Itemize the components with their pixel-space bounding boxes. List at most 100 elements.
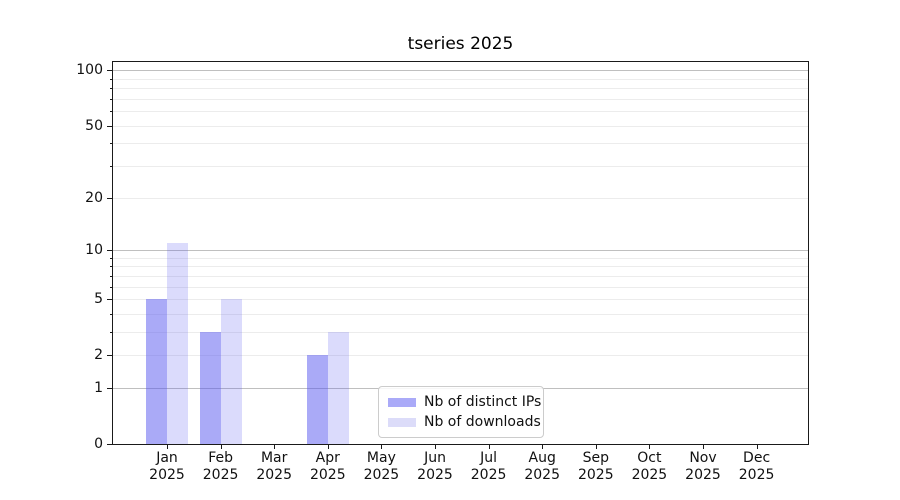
y-tick-mark (107, 70, 113, 72)
x-tick-month: Jun (424, 450, 446, 466)
x-tick-year: 2025 (577, 467, 614, 483)
x-tick-mark (381, 444, 383, 449)
x-tick-month: Sep (582, 450, 609, 466)
x-tick-label-jan: Jan 2025 (137, 450, 197, 484)
x-tick-mark (703, 444, 704, 449)
bar-distinct-ips-apr (306, 355, 328, 444)
x-tick-month: Jul (480, 450, 498, 466)
x-tick-label-apr: Apr 2025 (298, 450, 358, 484)
x-tick-label-sep: Sep 2025 (566, 450, 626, 484)
bar-downloads-feb (220, 298, 242, 444)
x-tick-mark (167, 444, 168, 449)
minor-gridline (113, 98, 808, 100)
x-tick-mark (542, 444, 544, 449)
legend-label-distinct-ips: Nb of distinct IPs (424, 394, 542, 410)
bar-downloads-apr (327, 331, 349, 444)
y-minor-tick-mark (110, 331, 113, 333)
bar-downloads-jan (167, 242, 188, 444)
x-tick-year: 2025 (202, 467, 239, 483)
minor-gridline (113, 111, 808, 113)
x-tick-month: Apr (315, 450, 340, 466)
y-tick-label: 2 (94, 347, 103, 364)
legend-item-downloads: Nb of downloads (388, 414, 541, 430)
y-tick-mark (107, 444, 113, 445)
y-minor-tick-mark (110, 257, 113, 259)
x-tick-month: Oct (637, 450, 662, 466)
x-tick-month: Aug (528, 450, 556, 466)
minor-gridline (113, 197, 808, 199)
legend-label-downloads: Nb of downloads (424, 414, 541, 430)
x-tick-label-jun: Jun 2025 (405, 450, 465, 484)
x-tick-mark (649, 444, 651, 449)
x-tick-mark (274, 444, 276, 449)
minor-gridline (113, 331, 808, 333)
minor-gridline (113, 275, 808, 277)
minor-gridline (113, 166, 808, 167)
bar-distinct-ips-jan (146, 298, 167, 444)
y-tick-label: 5 (94, 290, 103, 307)
y-minor-tick-mark (110, 266, 113, 268)
y-tick-mark (107, 125, 113, 127)
y-minor-tick-mark (110, 78, 113, 80)
y-minor-tick-mark (110, 98, 113, 100)
minor-gridline (113, 78, 808, 80)
x-tick-label-mar: Mar 2025 (244, 450, 304, 484)
x-tick-month: Mar (260, 450, 288, 466)
legend-item-distinct-ips: Nb of distinct IPs (388, 394, 541, 410)
x-tick-year: 2025 (363, 467, 400, 483)
y-tick-mark (107, 298, 113, 300)
y-minor-tick-mark (110, 166, 113, 167)
y-minor-tick-mark (110, 275, 113, 277)
x-tick-year: 2025 (631, 467, 668, 483)
y-minor-tick-mark (110, 111, 113, 113)
x-tick-year: 2025 (417, 467, 453, 483)
major-gridline (113, 249, 808, 251)
minor-gridline (113, 286, 808, 288)
minor-gridline (113, 313, 808, 315)
major-gridline (113, 70, 808, 72)
x-tick-label-dec: Dec 2025 (727, 450, 787, 484)
y-tick-mark (107, 197, 113, 199)
x-tick-year: 2025 (470, 467, 507, 483)
legend-swatch-downloads (388, 417, 416, 427)
x-tick-year: 2025 (256, 467, 292, 483)
minor-gridline (113, 266, 808, 268)
y-minor-tick-mark (110, 143, 113, 145)
x-tick-month: May (366, 450, 396, 466)
y-tick-mark (107, 249, 113, 251)
legend-swatch-distinct-ips (388, 397, 416, 407)
x-tick-mark (327, 444, 329, 449)
plot-area (112, 61, 809, 445)
y-tick-label: 10 (85, 241, 103, 258)
x-tick-label-nov: Nov 2025 (673, 450, 733, 484)
x-tick-year: 2025 (738, 467, 775, 483)
minor-gridline (113, 355, 808, 357)
x-tick-label-jul: Jul 2025 (459, 450, 519, 484)
legend: Nb of distinct IPs Nb of downloads (378, 386, 544, 438)
x-tick-month: Dec (743, 450, 771, 466)
minor-gridline (113, 298, 808, 300)
x-tick-label-feb: Feb 2025 (191, 450, 251, 484)
x-tick-month: Feb (208, 450, 233, 466)
x-tick-year: 2025 (524, 467, 560, 483)
x-tick-month: Nov (689, 450, 717, 466)
y-tick-label: 100 (76, 62, 103, 79)
x-tick-mark (595, 444, 597, 449)
minor-gridline (113, 125, 808, 127)
y-tick-mark (107, 355, 113, 357)
x-tick-mark (488, 444, 490, 449)
y-tick-label: 1 (94, 379, 103, 396)
y-minor-tick-mark (110, 88, 113, 90)
minor-gridline (113, 143, 808, 145)
x-tick-mark (220, 444, 222, 449)
x-tick-year: 2025 (309, 467, 346, 483)
x-tick-label-oct: Oct 2025 (619, 450, 679, 484)
x-tick-label-aug: Aug 2025 (512, 450, 572, 484)
y-minor-tick-mark (110, 286, 113, 288)
bar-distinct-ips-feb (199, 331, 221, 444)
x-tick-year: 2025 (685, 467, 721, 483)
y-tick-mark (107, 387, 113, 389)
minor-gridline (113, 257, 808, 259)
x-tick-month: Jan (156, 450, 178, 466)
